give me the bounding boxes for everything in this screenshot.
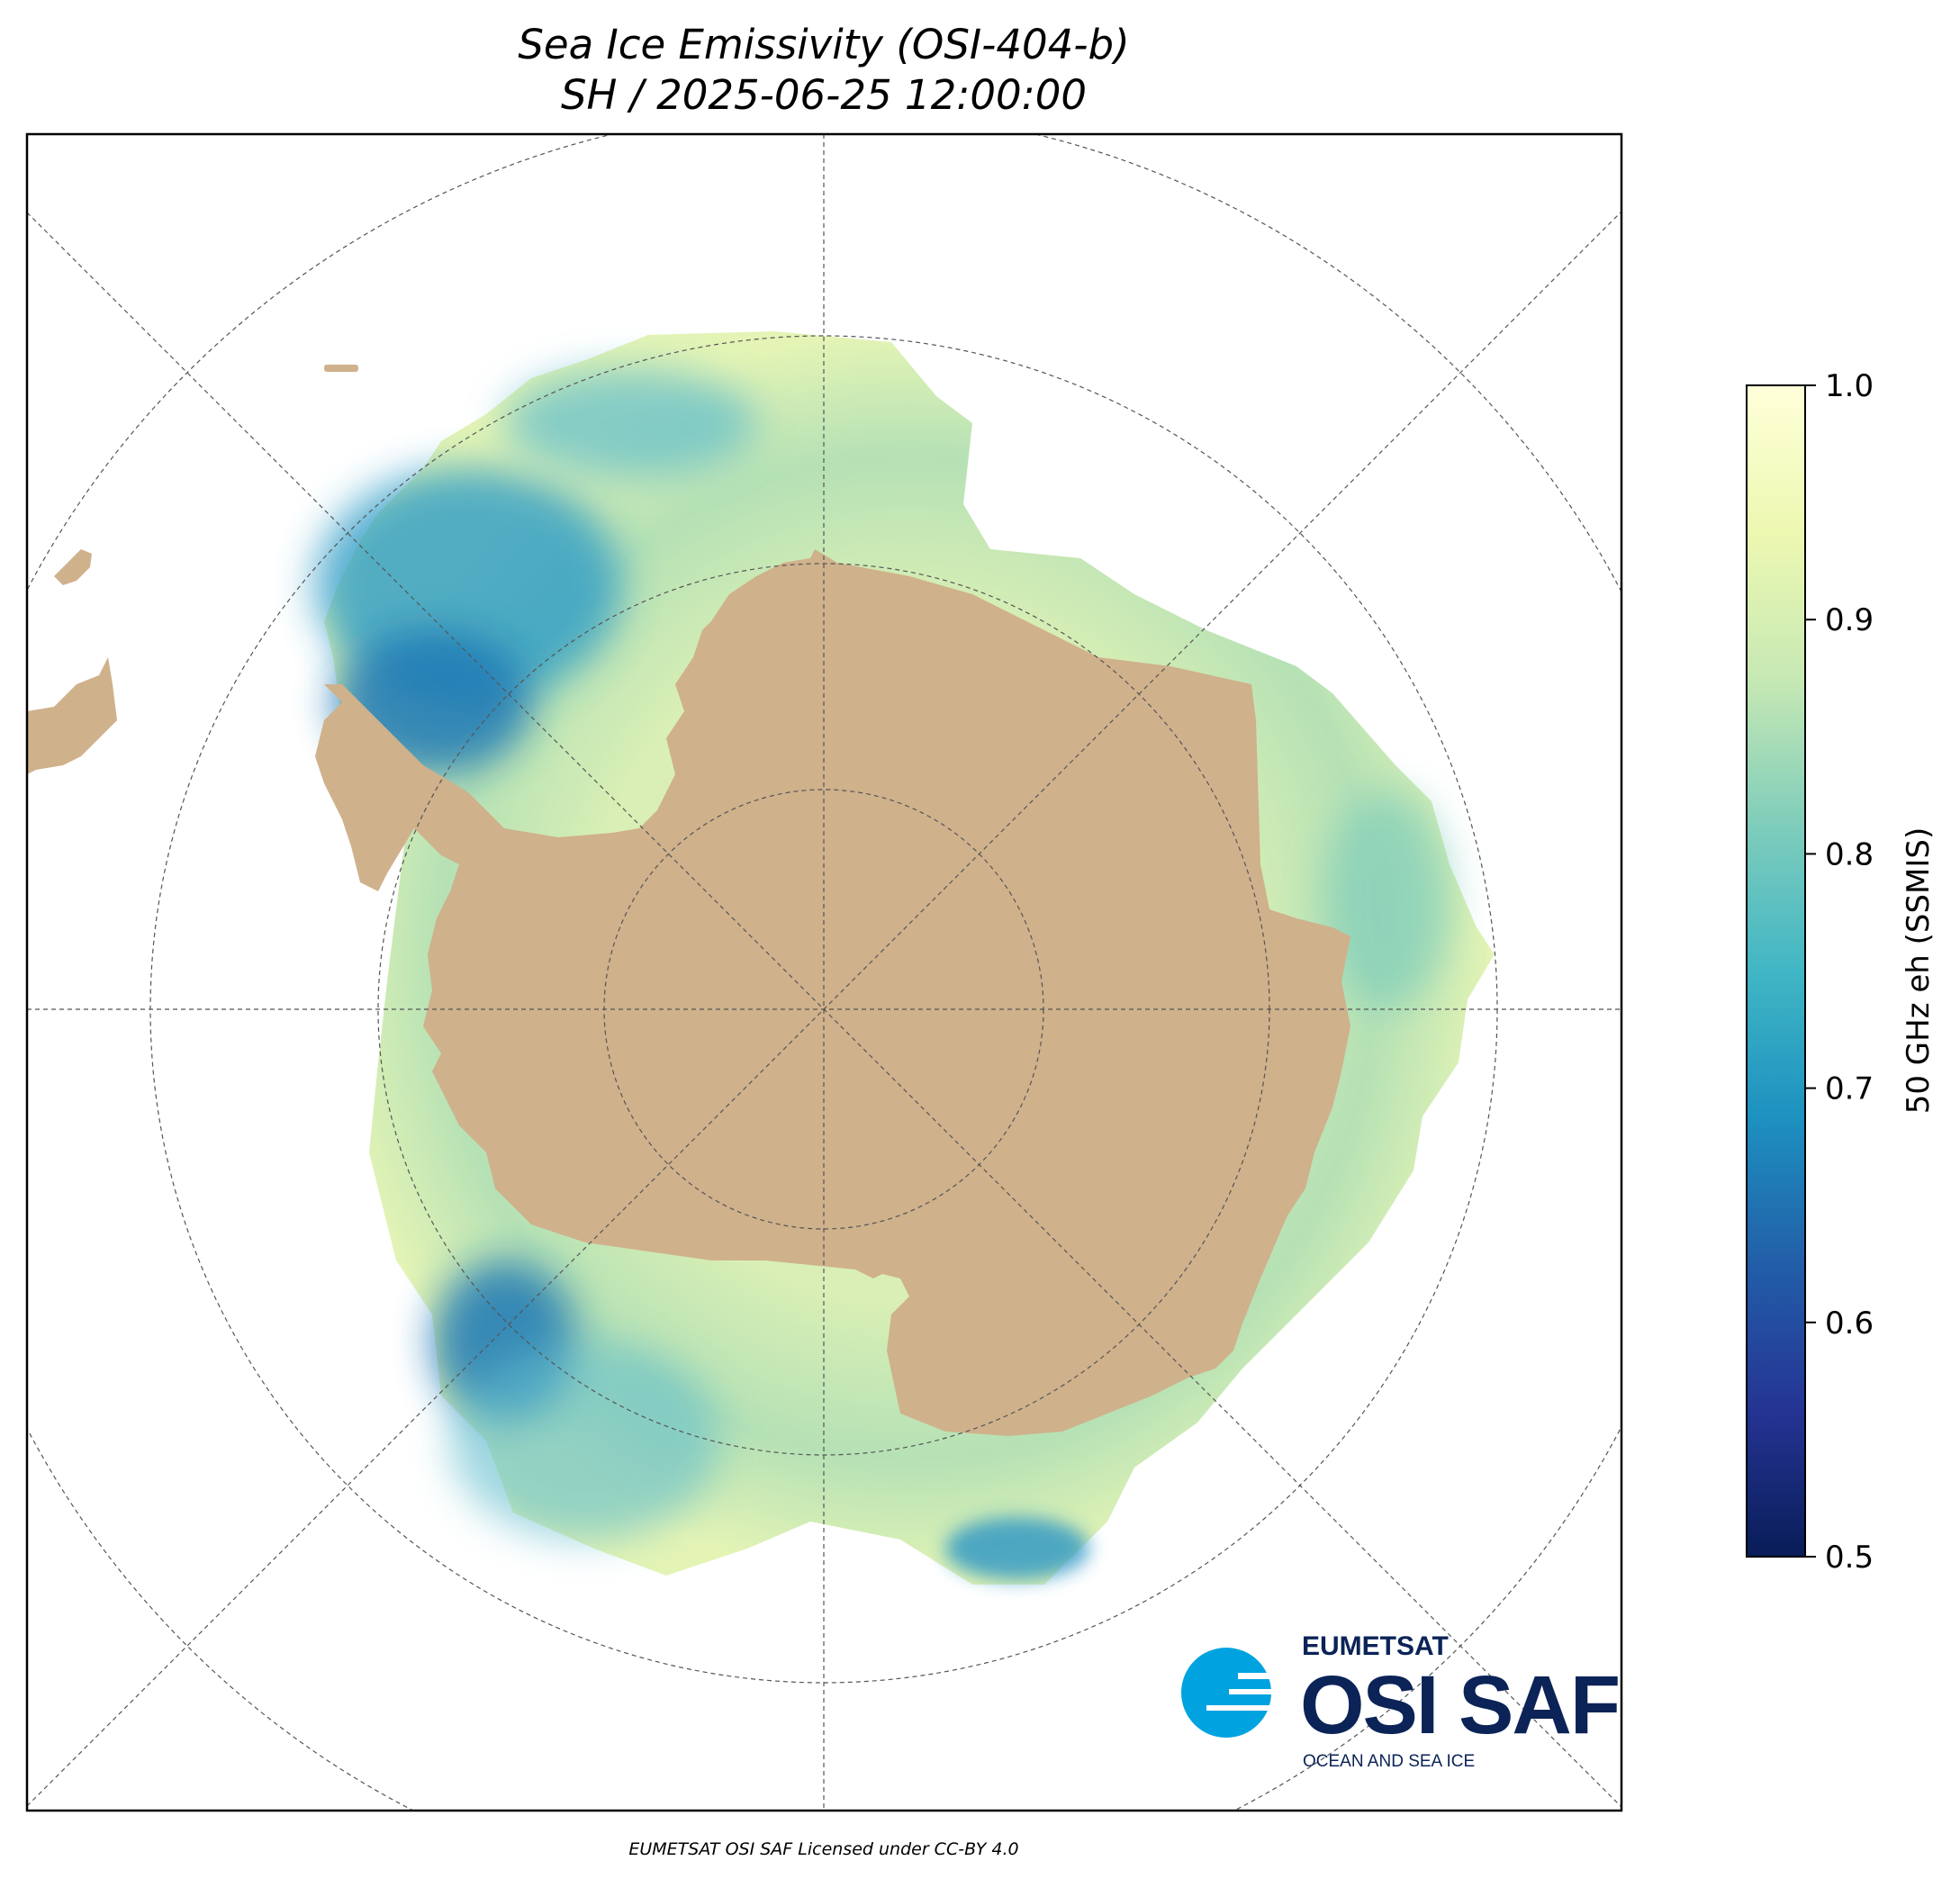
colorbar-tick-label: 1.0 [1825, 368, 1874, 404]
osi-saf-logo-icon [1181, 1648, 1271, 1738]
colorbar-gradient [1746, 384, 1806, 1558]
map-title: Sea Ice Emissivity (OSI-404-b) SH / 2025… [27, 20, 1621, 121]
graticule [27, 134, 1621, 1811]
logo-name-text: OSI SAF [1300, 1659, 1619, 1751]
colorbar-ticks: 0.5 0.6 0.7 0.8 0.9 1.0 [1805, 368, 1874, 1576]
colorbar-tick-label: 0.7 [1825, 1071, 1874, 1107]
low-emissivity-patch-north [504, 369, 756, 477]
low-emissivity-patch-east [1323, 792, 1450, 1008]
falkland-islands-land [54, 549, 92, 585]
logo-tagline-text: OCEAN AND SEA ICE [1303, 1752, 1475, 1771]
license-footer: EUMETSAT OSI SAF Licensed under CC-BY 4.… [628, 1839, 1019, 1859]
colorbar-label: 50 GHz eh (SSMIS) [1901, 827, 1937, 1115]
colorbar-tick-label: 0.8 [1825, 836, 1874, 872]
low-emissivity-patch-ross-outer [450, 1341, 720, 1540]
low-emissivity-patch-south [945, 1517, 1089, 1580]
title-line-1: Sea Ice Emissivity (OSI-404-b) [518, 21, 1130, 68]
title-line-2: SH / 2025-06-25 12:00:00 [560, 71, 1088, 119]
colorbar-tick-label: 0.6 [1825, 1305, 1874, 1341]
meridian-135-315 [27, 212, 1621, 1808]
logo-org-text: EUMETSAT [1302, 1631, 1449, 1661]
south-america-land [27, 657, 117, 774]
meridian-45-225 [27, 211, 1621, 1807]
south-georgia-land [324, 365, 358, 372]
colorbar-tick-label: 0.9 [1825, 602, 1874, 638]
map-frame [25, 132, 1623, 1812]
osi-saf-logo: EUMETSAT OSI SAF OCEAN AND SEA ICE [1181, 1631, 1621, 1771]
antarctica-land [315, 549, 1350, 1436]
colorbar-tick-label: 0.5 [1825, 1540, 1874, 1576]
